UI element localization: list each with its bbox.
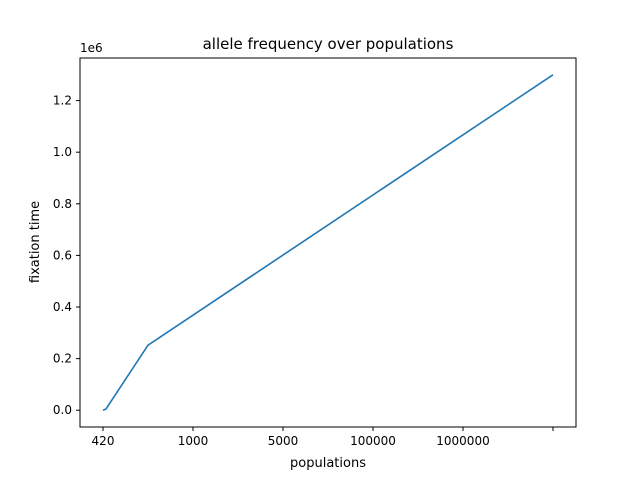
y-tick-label: 1.0: [53, 145, 72, 159]
series-line-0: [102, 74, 554, 411]
y-axis-label: fixation time: [28, 201, 43, 283]
plot-series: [102, 74, 554, 411]
x-tick-label: 100000: [350, 434, 396, 448]
y-axis-ticks: 0.0 0.2 0.4 0.6 0.8 1.0 1.2: [53, 94, 80, 417]
y-tick-label: 1.2: [53, 94, 72, 108]
plot-frame: [79, 57, 577, 428]
y-tick-label: 0.8: [53, 197, 72, 211]
x-tick-label: 5000: [268, 434, 299, 448]
y-tick-label: 0.0: [53, 403, 72, 417]
x-axis-ticks: 420 1000 5000 100000 1000000: [92, 427, 554, 448]
x-tick-label: 420: [92, 434, 115, 448]
y-tick-label: 0.4: [53, 300, 72, 314]
x-tick-label: 1000000: [436, 434, 489, 448]
y-tick-label: 0.6: [53, 248, 72, 262]
x-tick-label: 1000: [178, 434, 209, 448]
y-offset-label: 1e6: [80, 41, 103, 55]
x-axis-label: populations: [290, 456, 366, 471]
chart-title: allele frequency over populations: [203, 35, 454, 53]
y-tick-label: 0.2: [53, 352, 72, 366]
